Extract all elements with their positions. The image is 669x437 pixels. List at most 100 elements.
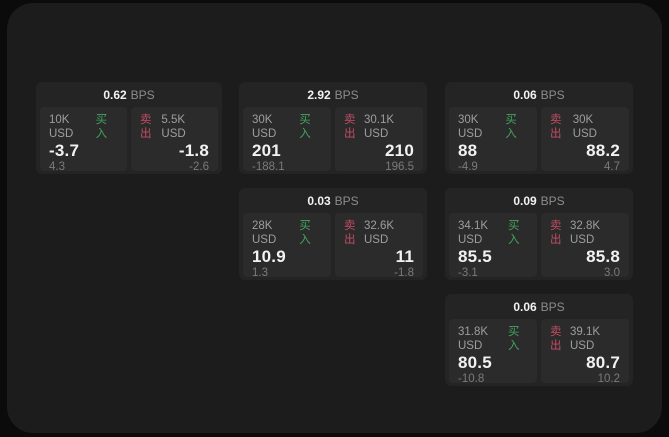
buy-side-label: 买入 — [508, 326, 520, 352]
sell-panel-top: 卖出 30.1K USD — [344, 113, 414, 141]
quote-card: 0.06 BPS 31.8K USD 买入 80.5 -10.8 卖出 39.1… — [445, 294, 633, 386]
buy-amount: 10K USD — [49, 114, 74, 140]
bps-header: 2.92 BPS — [239, 82, 427, 107]
buy-panel[interactable]: 28K USD 买入 10.9 1.3 — [243, 213, 331, 279]
buy-side-label: 买入 — [95, 114, 108, 140]
sell-panel[interactable]: 卖出 30.1K USD 210 196.5 — [335, 107, 423, 173]
sell-price: 85.8 — [586, 247, 620, 266]
sell-delta: 10.2 — [597, 373, 620, 385]
sell-side-label: 卖出 — [344, 114, 356, 140]
buy-amount: 31.8K USD — [458, 326, 489, 352]
buy-panel[interactable]: 31.8K USD 买入 80.5 -10.8 — [449, 319, 537, 385]
quote-panels: 30K USD 买入 201 -188.1 卖出 30.1K USD 210 1… — [239, 107, 427, 174]
buy-delta: 1.3 — [252, 267, 268, 279]
sell-side-label: 卖出 — [550, 220, 562, 246]
sell-delta: -1.8 — [394, 267, 414, 279]
buy-side-label: 买入 — [299, 114, 311, 140]
buy-panel[interactable]: 10K USD 买入 -3.7 4.3 — [40, 107, 127, 173]
sell-panel[interactable]: 卖出 32.6K USD 11 -1.8 — [335, 213, 423, 279]
buy-price: -3.7 — [49, 141, 80, 160]
buy-delta: 4.3 — [49, 161, 65, 173]
quote-panels: 34.1K USD 买入 85.5 -3.1 卖出 32.8K USD 85.8… — [445, 213, 633, 280]
buy-amount: 34.1K USD — [458, 220, 489, 246]
sell-side-label: 卖出 — [140, 114, 152, 140]
sell-panel-top: 卖出 32.6K USD — [344, 219, 414, 247]
bps-header: 0.62 BPS — [36, 82, 222, 107]
bps-value: 0.03 — [307, 193, 331, 208]
buy-panel-top: 30K USD 买入 — [458, 113, 528, 141]
sell-delta: 196.5 — [385, 161, 414, 173]
buy-side-label: 买入 — [505, 114, 517, 140]
bps-value: 0.06 — [513, 87, 537, 102]
buy-price: 85.5 — [458, 247, 492, 266]
buy-price: 201 — [252, 141, 281, 160]
sell-panel-top: 卖出 32.8K USD — [550, 219, 620, 247]
bps-unit-label: BPS — [540, 193, 565, 208]
bps-unit-label: BPS — [334, 193, 359, 208]
sell-amount: 30.1K USD — [364, 114, 395, 140]
sell-amount: 32.6K USD — [364, 220, 395, 246]
bps-value: 2.92 — [307, 87, 331, 102]
sell-panel-top: 卖出 5.5K USD — [140, 113, 209, 141]
bps-value: 0.06 — [513, 299, 537, 314]
buy-side-label: 买入 — [508, 220, 520, 246]
quote-panels: 30K USD 买入 88 -4.9 卖出 30K USD 88.2 4.7 — [445, 107, 633, 174]
sell-amount: 39.1K USD — [570, 326, 601, 352]
quote-card: 0.62 BPS 10K USD 买入 -3.7 4.3 卖出 5.5K USD… — [36, 82, 222, 174]
sell-price: 210 — [385, 141, 414, 160]
sell-delta: 4.7 — [604, 161, 620, 173]
sell-side-label: 卖出 — [550, 326, 562, 352]
quote-panels: 10K USD 买入 -3.7 4.3 卖出 5.5K USD -1.8 -2.… — [36, 107, 222, 174]
sell-delta: 3.0 — [604, 267, 620, 279]
buy-amount: 30K USD — [252, 114, 277, 140]
bps-value: 0.62 — [103, 87, 127, 102]
bps-unit-label: BPS — [540, 299, 565, 314]
bps-header: 0.06 BPS — [445, 82, 633, 107]
sell-delta: -2.6 — [189, 161, 209, 173]
buy-price: 88 — [458, 141, 478, 160]
buy-panel-top: 34.1K USD 买入 — [458, 219, 528, 247]
quote-card: 0.03 BPS 28K USD 买入 10.9 1.3 卖出 32.6K US… — [239, 188, 427, 280]
sell-panel-top: 卖出 30K USD — [550, 113, 620, 141]
bps-value: 0.09 — [513, 193, 537, 208]
bps-header: 0.06 BPS — [445, 294, 633, 319]
buy-delta: -188.1 — [252, 161, 285, 173]
sell-price: -1.8 — [178, 141, 209, 160]
sell-price: 80.7 — [586, 353, 620, 372]
sell-side-label: 卖出 — [344, 220, 356, 246]
buy-side-label: 买入 — [299, 220, 311, 246]
buy-panel-top: 28K USD 买入 — [252, 219, 322, 247]
sell-price: 88.2 — [586, 141, 620, 160]
sell-amount: 32.8K USD — [570, 220, 601, 246]
quote-panels: 31.8K USD 买入 80.5 -10.8 卖出 39.1K USD 80.… — [445, 319, 633, 386]
quote-card: 2.92 BPS 30K USD 买入 201 -188.1 卖出 30.1K … — [239, 82, 427, 174]
bps-unit-label: BPS — [334, 87, 359, 102]
bps-unit-label: BPS — [130, 87, 155, 102]
buy-panel[interactable]: 30K USD 买入 88 -4.9 — [449, 107, 537, 173]
sell-panel[interactable]: 卖出 32.8K USD 85.8 3.0 — [541, 213, 629, 279]
bps-unit-label: BPS — [540, 87, 565, 102]
buy-price: 80.5 — [458, 353, 492, 372]
buy-delta: -3.1 — [458, 267, 478, 279]
buy-amount: 28K USD — [252, 220, 277, 246]
sell-side-label: 卖出 — [550, 114, 562, 140]
buy-panel-top: 31.8K USD 买入 — [458, 325, 528, 353]
sell-price: 11 — [395, 247, 414, 266]
sell-panel[interactable]: 卖出 30K USD 88.2 4.7 — [541, 107, 629, 173]
sell-panel-top: 卖出 39.1K USD — [550, 325, 620, 353]
sell-amount: 5.5K USD — [161, 114, 186, 140]
buy-amount: 30K USD — [458, 114, 483, 140]
buy-panel[interactable]: 30K USD 买入 201 -188.1 — [243, 107, 331, 173]
buy-delta: -10.8 — [458, 373, 485, 385]
bps-header: 0.09 BPS — [445, 188, 633, 213]
buy-panel-top: 30K USD 买入 — [252, 113, 322, 141]
buy-price: 10.9 — [252, 247, 286, 266]
quote-card: 0.06 BPS 30K USD 买入 88 -4.9 卖出 30K USD 8… — [445, 82, 633, 174]
buy-panel[interactable]: 34.1K USD 买入 85.5 -3.1 — [449, 213, 537, 279]
buy-panel-top: 10K USD 买入 — [49, 113, 118, 141]
sell-panel[interactable]: 卖出 39.1K USD 80.7 10.2 — [541, 319, 629, 385]
buy-delta: -4.9 — [458, 161, 478, 173]
sell-panel[interactable]: 卖出 5.5K USD -1.8 -2.6 — [131, 107, 218, 173]
sell-amount: 30K USD — [572, 114, 597, 140]
quote-panels: 28K USD 买入 10.9 1.3 卖出 32.6K USD 11 -1.8 — [239, 213, 427, 280]
